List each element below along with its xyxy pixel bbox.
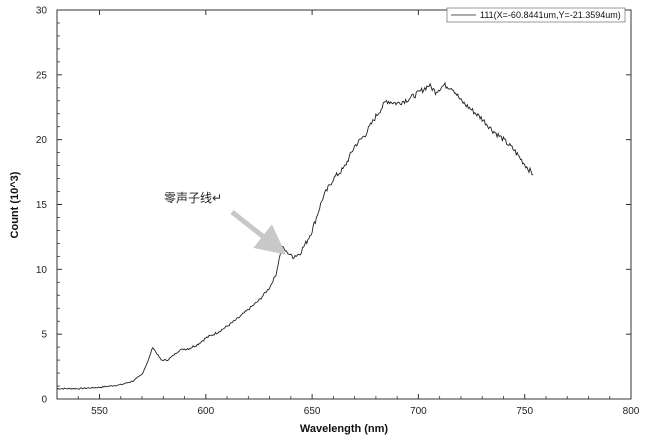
x-tick-label: 600: [197, 406, 214, 417]
x-tick-label: 750: [516, 406, 533, 417]
y-tick-label: 15: [36, 200, 48, 211]
x-tick-label: 550: [91, 406, 108, 417]
series-line: [56, 81, 534, 390]
y-tick-label: 20: [36, 135, 48, 146]
x-tick-label: 800: [623, 406, 640, 417]
y-tick-labels: 0 5 10 15 20 25 30: [36, 6, 48, 406]
axis-ticks: [57, 9, 632, 400]
legend-box: [446, 7, 626, 23]
y-tick-label: 10: [36, 265, 48, 276]
annotation: 零声子线↵: [164, 191, 287, 255]
legend-label: 111(X=-60.8441um,Y=-21.3594um): [480, 10, 621, 20]
y-tick-label: 5: [41, 330, 47, 341]
y-tick-label: 0: [41, 395, 47, 406]
x-axis-title: Wavelength (nm): [300, 423, 389, 435]
x-tick-labels: 550 600 650 700 750 800: [91, 406, 640, 417]
plot-area: [56, 9, 632, 400]
y-tick-label: 30: [36, 6, 48, 17]
annotation-text: 零声子线↵: [164, 191, 222, 205]
annotation-arrow: [230, 210, 287, 255]
x-tick-label: 650: [304, 406, 321, 417]
y-axis-title: Count (10^3): [9, 171, 21, 238]
x-tick-label: 700: [410, 406, 427, 417]
legend: 111(X=-60.8441um,Y=-21.3594um): [446, 7, 626, 23]
y-tick-label: 25: [36, 70, 48, 81]
